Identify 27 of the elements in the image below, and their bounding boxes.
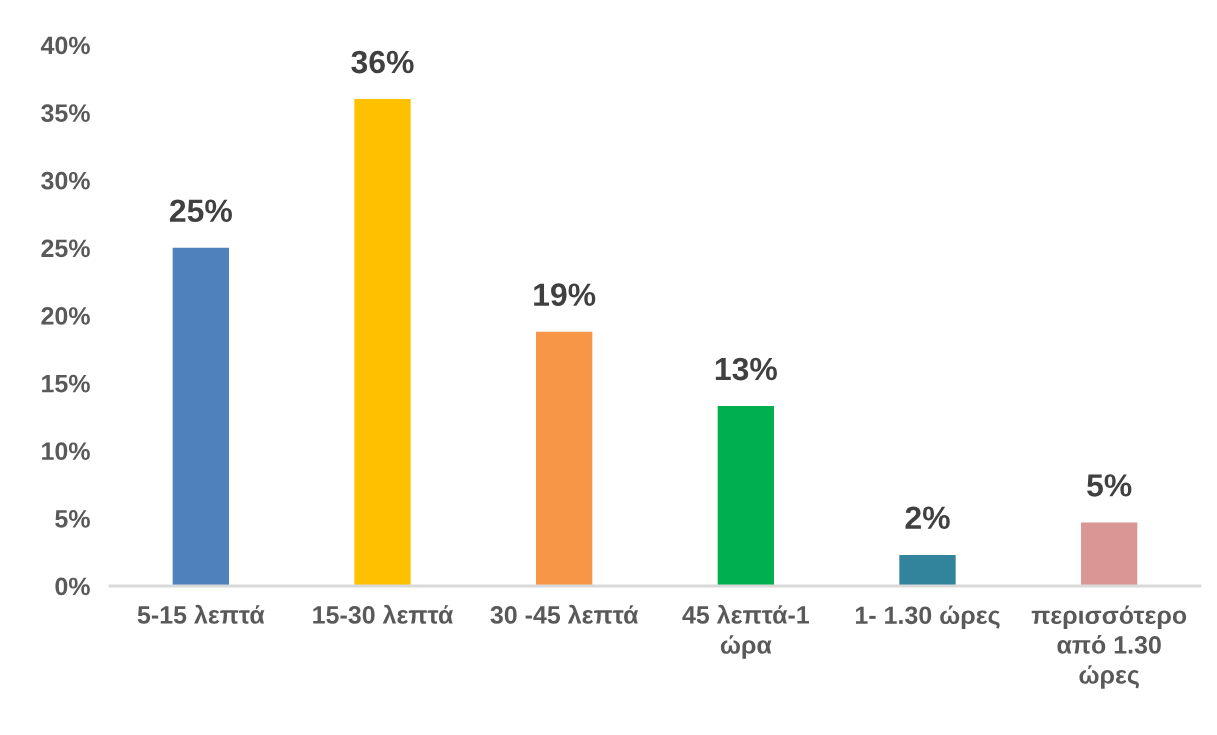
y-tick-label: 5%	[55, 510, 90, 528]
data-label: 2%	[905, 506, 950, 530]
x-tick-label: 45 λεπτά-1 ώρα	[682, 604, 810, 659]
bar	[717, 406, 774, 586]
bar	[172, 247, 229, 586]
bar	[899, 554, 956, 586]
data-label: 25%	[169, 199, 232, 223]
data-label: 13%	[715, 357, 777, 381]
x-tick-label: περισσότερο από 1.30 ώρες	[1031, 605, 1187, 689]
y-tick-label: 15%	[42, 374, 90, 393]
x-tick-label: 1- 1.30 ώρες	[855, 605, 1000, 630]
bar	[536, 331, 593, 586]
y-tick-label: 35%	[41, 104, 90, 122]
y-tick-label: 30%	[41, 171, 90, 190]
x-tick-label: 15-30 λεπτά	[313, 604, 454, 624]
y-tick-label: 40%	[40, 36, 90, 55]
bar	[354, 99, 411, 586]
y-tick-label: 25%	[41, 239, 90, 258]
data-label: 19%	[534, 283, 596, 306]
x-tick-label: 30 -45 λεπτά	[490, 604, 639, 624]
bar	[1081, 522, 1138, 586]
x-tick-label: 5-15 λεπτά	[137, 604, 265, 624]
y-tick-label: 0%	[55, 577, 90, 596]
data-label: 36%	[351, 50, 414, 74]
data-label: 5%	[1087, 474, 1132, 497]
y-tick-label: 10%	[42, 442, 90, 461]
y-tick-label: 20%	[41, 307, 90, 325]
